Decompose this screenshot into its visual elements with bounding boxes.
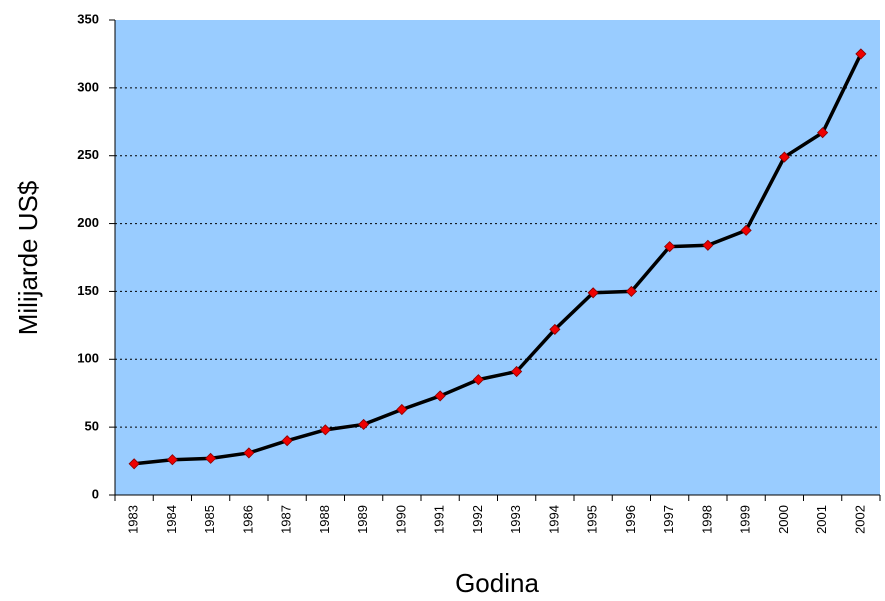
marker <box>396 403 408 416</box>
x-tick-label: 1994 <box>546 505 561 534</box>
x-tick-label: 1997 <box>661 505 676 534</box>
line <box>133 53 863 466</box>
marker <box>166 454 178 466</box>
marker <box>817 127 829 139</box>
marker <box>319 424 331 436</box>
x-tick-label: 1989 <box>355 505 370 534</box>
marker <box>664 241 676 253</box>
marker <box>702 239 714 251</box>
marker <box>855 48 867 60</box>
y-tick-label: 150 <box>77 283 99 298</box>
y-tick-label: 300 <box>77 79 99 94</box>
x-tick-label: 1992 <box>470 505 485 534</box>
marker <box>243 447 255 459</box>
x-tick-label: 2002 <box>852 505 867 534</box>
marker <box>434 390 446 402</box>
x-tick-label: 1988 <box>317 505 332 534</box>
x-tick-label: 1984 <box>164 505 179 534</box>
x-tick-label: 1985 <box>202 505 217 534</box>
x-tick-label: 1996 <box>623 505 638 534</box>
x-axis-title: Godina <box>455 568 539 598</box>
y-tick-label: 100 <box>77 351 99 366</box>
marker <box>472 374 484 386</box>
marker <box>740 224 752 236</box>
marker <box>358 418 370 430</box>
x-tick-label: 1998 <box>699 505 714 534</box>
plot-area <box>115 20 880 495</box>
x-tick-label: 1983 <box>126 505 141 534</box>
y-tick-label: 250 <box>77 147 99 162</box>
x-tick-label: 1995 <box>585 505 600 534</box>
marker <box>778 151 790 163</box>
x-tick-label: 1986 <box>240 505 255 534</box>
y-tick-label: 200 <box>77 215 99 230</box>
marker <box>205 452 217 464</box>
y-tick-label: 350 <box>77 11 99 26</box>
marker <box>511 365 523 378</box>
x-tick-label: 1999 <box>738 505 753 534</box>
y-tick-label: 50 <box>85 419 99 434</box>
x-tick-label: 1991 <box>432 505 447 534</box>
x-tick-label: 1990 <box>393 505 408 534</box>
x-tick-label: 2000 <box>776 505 791 534</box>
marker <box>625 285 637 297</box>
marker <box>281 435 293 447</box>
y-axis-title: Milijarde US$ <box>13 180 43 335</box>
marker <box>587 287 599 299</box>
x-tick-label: 1987 <box>279 505 294 534</box>
marker <box>549 323 561 335</box>
x-tick-label: 1993 <box>508 505 523 534</box>
y-tick-label: 0 <box>92 486 99 501</box>
marker <box>128 458 140 470</box>
x-tick-label: 2001 <box>814 505 829 534</box>
